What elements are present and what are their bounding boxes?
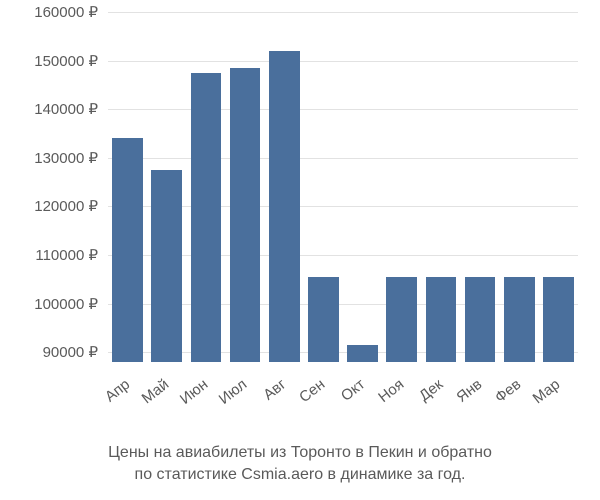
bar (151, 170, 182, 362)
y-tick-label: 130000 ₽ (0, 149, 98, 167)
x-tick-label: Фев (492, 376, 524, 406)
bar (347, 345, 378, 362)
x-tick-label: Июл (216, 376, 250, 408)
y-tick-label: 110000 ₽ (0, 246, 98, 264)
x-tick-label: Окт (337, 376, 367, 405)
bars-layer (108, 12, 578, 362)
bar (386, 277, 417, 362)
y-tick-label: 160000 ₽ (0, 3, 98, 21)
x-tick-label: Апр (101, 376, 132, 406)
x-tick-label: Ноя (375, 376, 407, 406)
x-tick-label: Май (138, 376, 172, 407)
y-tick-label: 140000 ₽ (0, 100, 98, 118)
x-tick-label: Сен (297, 376, 329, 406)
bar (504, 277, 535, 362)
bar (465, 277, 496, 362)
bar (426, 277, 457, 362)
bar (112, 138, 143, 362)
bar (230, 68, 261, 362)
x-tick-label: Мар (530, 376, 564, 407)
x-tick-label: Дек (416, 376, 446, 405)
bar (308, 277, 339, 362)
bar (543, 277, 574, 362)
x-tick-label: Авг (261, 376, 290, 404)
caption-line: Цены на авиабилеты из Торонто в Пекин и … (0, 442, 600, 464)
y-tick-label: 90000 ₽ (0, 343, 98, 361)
caption-line: по статистике Csmia.aero в динамике за г… (0, 464, 600, 486)
y-tick-label: 100000 ₽ (0, 295, 98, 313)
bar (191, 73, 222, 362)
bar (269, 51, 300, 362)
x-tick-label: Июн (177, 376, 211, 408)
y-tick-label: 120000 ₽ (0, 197, 98, 215)
chart-caption: Цены на авиабилеты из Торонто в Пекин и … (0, 442, 600, 485)
y-tick-label: 150000 ₽ (0, 52, 98, 70)
price-chart: 90000 ₽ 100000 ₽ 110000 ₽ 120000 ₽ 130000 ₽ 1… (0, 0, 600, 500)
plot-area: 90000 ₽100000 ₽110000 ₽120000 ₽130000 ₽1… (108, 12, 578, 362)
x-tick-label: Янв (453, 376, 485, 406)
